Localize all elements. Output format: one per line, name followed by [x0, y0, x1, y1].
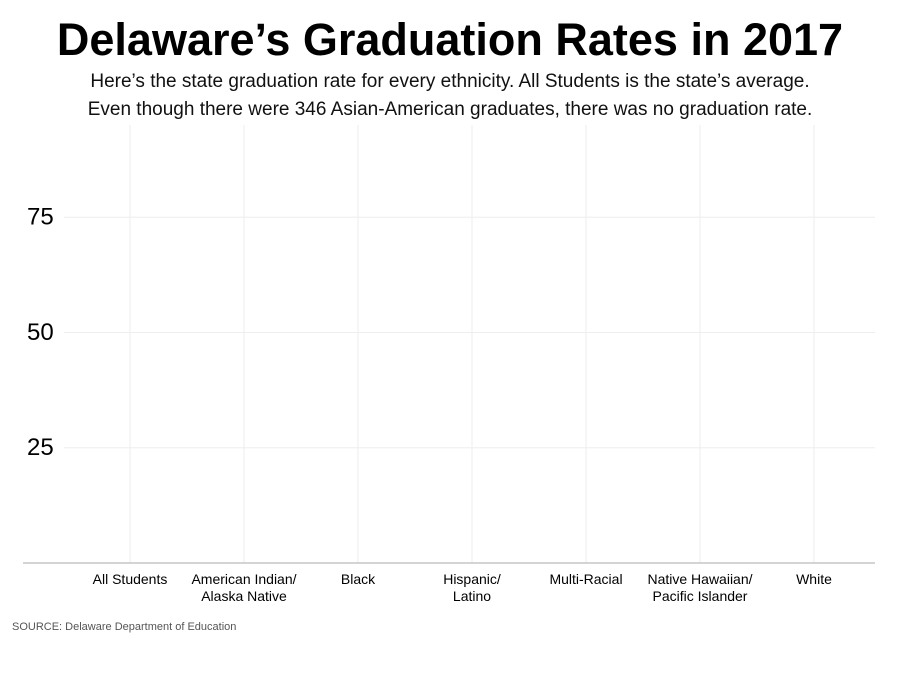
y-tick-bg — [23, 200, 64, 235]
y-tick-bg — [23, 430, 64, 465]
subtitle: Here’s the state graduation rate for eve… — [90, 71, 810, 92]
x-tick-label: Multi-Racial — [549, 571, 623, 587]
y-tick-bg — [23, 315, 64, 350]
x-tick-label: Native Hawaiian/ Pacific Islander — [647, 571, 753, 604]
x-tick-label: Hispanic/ Latino — [443, 571, 501, 604]
x-tick-label: All Students — [92, 571, 168, 587]
chart-title: Delaware’s Graduation Rates in 2017 — [56, 14, 844, 65]
x-tick-label: Black — [340, 571, 376, 587]
y-tick-label: 75 — [27, 204, 54, 231]
source: SOURCE: Delaware Department of Education — [12, 621, 237, 633]
y-tick-label: 50 — [27, 319, 54, 346]
y-tick-label: 25 — [27, 434, 54, 461]
subtitle: Even though there were 346 Asian-America… — [87, 99, 813, 120]
x-tick-label: American Indian/ Alaska Native — [191, 571, 297, 604]
x-tick-label: White — [796, 571, 832, 587]
